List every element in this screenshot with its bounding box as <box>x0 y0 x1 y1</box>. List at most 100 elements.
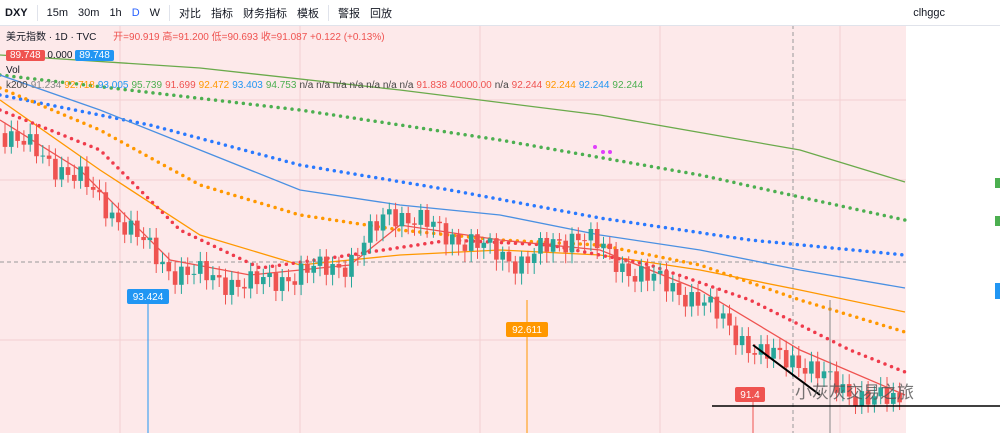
indicator-value: 92.718 <box>64 80 95 91</box>
price-label <box>506 322 548 337</box>
candle-body <box>198 261 203 274</box>
candle-body <box>670 283 676 292</box>
candle-body <box>147 237 153 241</box>
button[interactable]: 指标 <box>211 7 234 20</box>
separator <box>169 4 171 21</box>
candle-body <box>261 277 266 285</box>
candle-body <box>645 266 650 281</box>
ma-orange-dotted <box>0 86 907 334</box>
candle-body <box>651 273 657 281</box>
candle-body <box>582 240 587 242</box>
candle-body <box>311 265 316 273</box>
candle-body <box>758 344 764 355</box>
candle-body <box>594 229 600 249</box>
candle-body <box>765 344 770 359</box>
moving-averages <box>0 54 907 396</box>
symbol[interactable]: DXY <box>5 6 28 19</box>
user[interactable]: clhggc <box>913 6 945 19</box>
price-label-text: 93.424 <box>133 292 164 303</box>
candle-body <box>298 263 304 285</box>
candle-body <box>97 189 102 193</box>
trend-line <box>752 344 821 396</box>
indicator-value: 92.244 <box>545 80 576 91</box>
candle-body <box>15 131 20 141</box>
price-tag: 89.748 <box>75 50 114 61</box>
candle-body <box>116 212 121 223</box>
candle-body <box>443 223 449 245</box>
candle-body <box>153 237 159 265</box>
candle-body <box>481 242 487 248</box>
candle-body <box>525 256 531 264</box>
button[interactable]: 模板 <box>297 7 320 20</box>
candle-body <box>538 237 543 254</box>
indicator-value: 95.739 <box>131 80 163 91</box>
candle-body <box>720 313 726 319</box>
indicator-value: 40000.00 <box>450 80 492 91</box>
candle-body <box>733 325 739 346</box>
candle-body <box>853 396 858 406</box>
indicator-value: 92.244 <box>578 80 610 91</box>
price-tag: 0.000 <box>47 50 73 61</box>
candle-body <box>405 213 411 224</box>
button[interactable]: 财务指标 <box>243 7 288 20</box>
candle-body <box>191 273 197 275</box>
separator <box>36 4 38 21</box>
candle-body <box>185 266 190 275</box>
legend: 美元指数 · 1D · TVC 开=90.919 高=91.200 低=90.6… <box>6 30 646 93</box>
candle-body <box>166 262 172 272</box>
candle-body <box>72 174 77 181</box>
candle-body <box>683 294 688 307</box>
interval[interactable]: W <box>149 6 161 19</box>
candle-body <box>834 371 839 393</box>
candle-body <box>809 361 814 374</box>
candle-body <box>122 222 127 235</box>
candle-body <box>872 396 877 405</box>
interval[interactable]: 1h <box>109 6 122 19</box>
candle-body <box>746 336 751 354</box>
scale-mark <box>995 178 1000 188</box>
candle-body <box>777 347 783 351</box>
candle-body <box>456 234 461 245</box>
button[interactable]: 警报 <box>338 7 361 20</box>
indicator-value: 93.403 <box>232 80 263 91</box>
candle-body <box>878 387 883 397</box>
candle-body <box>172 271 178 285</box>
candle-body <box>664 270 669 292</box>
candle-body <box>21 140 27 145</box>
candle-body <box>84 166 90 188</box>
indicator-value: 93.005 <box>97 80 129 91</box>
scale-mark <box>995 216 1000 226</box>
candle-body <box>216 275 222 278</box>
button[interactable]: 回放 <box>370 7 393 20</box>
candle-body <box>462 244 468 251</box>
candle-body <box>387 209 392 215</box>
candle-body <box>412 223 417 225</box>
candle-body <box>248 271 253 289</box>
candle-body <box>569 233 575 253</box>
candle-body <box>576 233 581 241</box>
change: +0.122 (+0.13%) <box>310 32 385 43</box>
candle-body <box>588 229 594 241</box>
candle-body <box>550 239 556 252</box>
candle-body <box>109 212 115 219</box>
candle-body <box>210 275 216 281</box>
interval[interactable]: 15m <box>46 6 69 19</box>
candle-body <box>557 239 562 241</box>
price-label <box>127 289 169 304</box>
candle-body <box>279 277 285 291</box>
candle-body <box>135 220 140 237</box>
candle-body <box>368 221 373 243</box>
candle-body <box>796 355 802 369</box>
candle-body <box>267 273 272 278</box>
candle-body <box>286 277 291 282</box>
candle-body <box>103 192 109 219</box>
candle-body <box>324 256 329 275</box>
ma-green-dotted <box>0 73 907 222</box>
button[interactable]: 对比 <box>179 7 202 20</box>
candle-body <box>399 213 405 227</box>
indicator-value: 94.753 <box>265 80 297 91</box>
candle-body <box>431 221 436 227</box>
interval[interactable]: D <box>131 6 140 19</box>
interval[interactable]: 30m <box>78 6 100 19</box>
